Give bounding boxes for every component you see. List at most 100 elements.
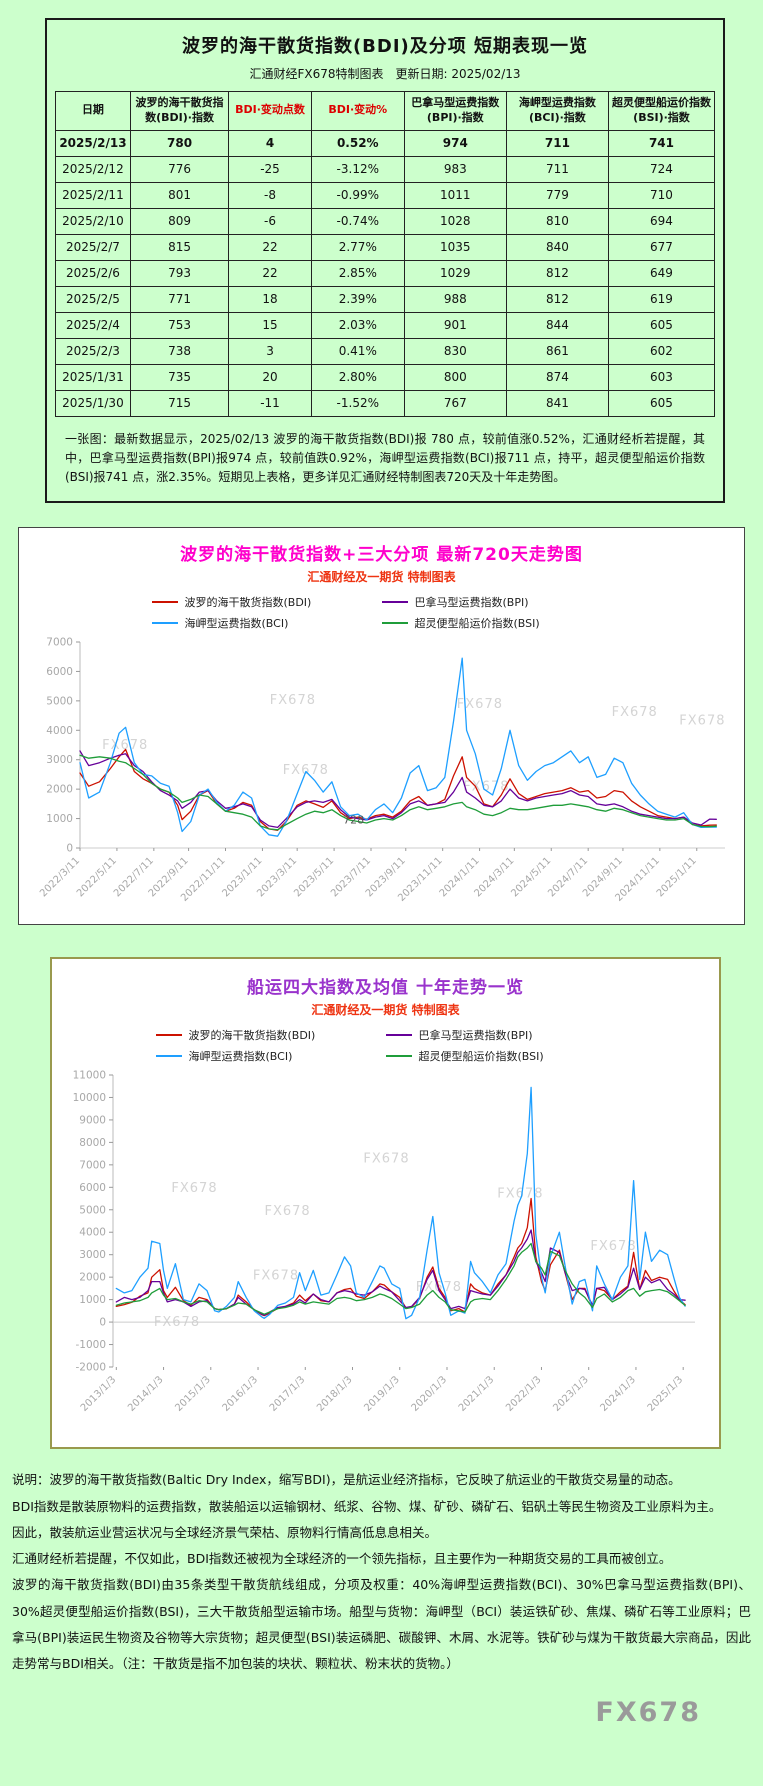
table-row: 2025/2/6 793 22 2.85% 1029 812 649: [55, 259, 716, 287]
legend-label: 超灵便型船运价指数(BSI): [414, 617, 540, 631]
table-cell: 18: [228, 285, 312, 313]
table-cell: 779: [505, 181, 609, 209]
table-cell: -3.12%: [310, 155, 405, 183]
table-cell: -0.74%: [310, 207, 405, 235]
chart-10y-title: 船运四大指数及均值 十年走势一览: [247, 978, 524, 999]
description-line: 说明：波罗的海干散货指数(Baltic Dry Index，缩写BDI)，是航运…: [12, 1472, 681, 1488]
table-cell: 602: [607, 337, 716, 365]
table-cell: -0.99%: [310, 181, 405, 209]
legend-swatch: [385, 1055, 412, 1058]
chart-watermark: FX678: [252, 1269, 298, 1284]
y-tick-label: 8000: [79, 1137, 106, 1149]
legend-label: 海岬型运费指数(BCI): [184, 617, 289, 631]
table-cell: 738: [129, 337, 230, 365]
table-cell: 812: [505, 259, 609, 287]
y-tick-label: 2000: [79, 1272, 106, 1284]
table-cell: -25: [228, 155, 312, 183]
legend-item: 超灵便型船运价指数(BSI): [381, 615, 612, 631]
chart-10year-panel: 船运四大指数及均值 十年走势一览 汇通财经及一期货 特制图表 波罗的海干散货指数…: [50, 957, 721, 1450]
table-cell: 767: [403, 389, 507, 417]
table-cell: 15: [228, 311, 312, 339]
x-tick-label: 2024/1/3: [598, 1375, 638, 1415]
table-cell: 677: [607, 233, 716, 261]
legend-label: 海岬型运费指数(BCI): [188, 1050, 293, 1064]
table-cell: 20: [228, 363, 312, 391]
table-cell: 2025/2/13: [55, 129, 131, 157]
table-cell: 780: [129, 129, 230, 157]
table-row: 2025/2/12 776 -25 -3.12% 983 711 724: [55, 155, 716, 183]
header-row: 日期 波罗的海干散货指数(BDI)·指数 BDI·变动点数 BDI·变动% 巴拿马型运费…: [55, 91, 716, 131]
table-cell: 830: [403, 337, 507, 365]
series-line: [79, 749, 717, 832]
chart-watermark: FX678: [102, 738, 148, 753]
table-cell: 809: [129, 207, 230, 235]
table-cell: 22: [228, 233, 312, 261]
y-tick-label: 0: [66, 843, 73, 855]
table-cell: -6: [228, 207, 312, 235]
bdi-index-table: 日期 波罗的海干散货指数(BDI)·指数 BDI·变动点数 BDI·变动% 巴拿马型运费…: [55, 91, 716, 417]
legend-item: 海岬型运费指数(BCI): [155, 1048, 386, 1064]
table-cell: 711: [505, 155, 609, 183]
chart-watermark: FX678: [264, 1204, 310, 1219]
y-tick-label: 7000: [79, 1160, 106, 1172]
series-line: [79, 657, 717, 838]
table-cell: 741: [607, 129, 716, 157]
y-tick-label: 10000: [72, 1092, 105, 1104]
table-cell: 810: [505, 207, 609, 235]
table-header: 日期 波罗的海干散货指数(BDI)·指数 BDI·变动点数 BDI·变动% 巴拿马型运费…: [55, 91, 716, 131]
table-cell: 2025/2/3: [55, 337, 131, 365]
column-header: BDI·变动点数: [228, 91, 312, 131]
y-tick-label: 11000: [72, 1070, 105, 1082]
fx678-brand-logo: FX678: [595, 1697, 701, 1729]
series-line: [79, 754, 717, 831]
trend-chart-10year: FX678FX678FX678FX678FX678FX678FX678FX678…: [72, 1070, 695, 1415]
table-cell: 1011: [403, 181, 507, 209]
x-tick-label: 2023/1/3: [551, 1375, 591, 1415]
table-cell: 1035: [403, 233, 507, 261]
legend-swatch: [381, 601, 408, 604]
table-cell: 715: [129, 389, 230, 417]
table-title: 波罗的海干散货指数(BDI)及分项 短期表现一览: [181, 36, 589, 57]
y-tick-label: 3000: [46, 754, 73, 766]
table-cell: 2.77%: [310, 233, 405, 261]
table-cell: 844: [505, 311, 609, 339]
table-cell: 753: [129, 311, 230, 339]
x-tick-label: 2014/1/3: [126, 1375, 166, 1415]
table-cell: 2.85%: [310, 259, 405, 287]
chart-watermark: FX678: [497, 1187, 543, 1202]
y-tick-label: 1000: [79, 1294, 106, 1306]
column-header: 巴拿马型运费指数(BPI)·指数: [403, 91, 507, 131]
y-tick-label: 4000: [79, 1227, 106, 1239]
table-row: 2025/2/11 801 -8 -0.99% 1011 779 710: [55, 181, 716, 209]
series-line: [115, 1198, 686, 1317]
legend-label: 巴拿马型运费指数(BPI): [418, 1029, 533, 1043]
chart-720-title: 波罗的海干散货指数+三大分项 最新720天走势图: [180, 545, 583, 566]
legend-swatch: [155, 1055, 182, 1058]
table-note: 一张图：最新数据显示，2025/02/13 波罗的海干散货指数(BDI)报 78…: [65, 431, 705, 485]
table-row: 2025/2/4 753 15 2.03% 901 844 605: [55, 311, 716, 339]
table-cell: 2025/2/12: [55, 155, 131, 183]
table-cell: 619: [607, 285, 716, 313]
y-tick-label: 7000: [46, 637, 73, 649]
table-cell: -1.52%: [310, 389, 405, 417]
chart-720day-panel: 波罗的海干散货指数+三大分项 最新720天走势图 汇通财经及一期货 特制图表 波…: [18, 527, 745, 926]
y-tick-label: 3000: [79, 1249, 106, 1261]
legend-item: 波罗的海干散货指数(BDI): [151, 594, 382, 610]
legend-swatch: [155, 1034, 182, 1037]
chart-10y-subtitle: 汇通财经及一期货 特制图表: [311, 1003, 460, 1018]
legend-item: 波罗的海干散货指数(BDI): [155, 1027, 386, 1043]
y-tick-label: 6000: [79, 1182, 106, 1194]
table-cell: 2025/2/7: [55, 233, 131, 261]
chart-watermark: FX678: [270, 693, 316, 708]
table-cell: 841: [505, 389, 609, 417]
chart-watermark: FX678: [153, 1315, 199, 1330]
table-cell: 988: [403, 285, 507, 313]
series-line: [115, 1086, 686, 1320]
y-tick-label: -2000: [75, 1362, 106, 1374]
x-tick-label: 2018/1/3: [315, 1375, 355, 1415]
table-cell: 771: [129, 285, 230, 313]
table-cell: 776: [129, 155, 230, 183]
x-tick-label: 2013/1/3: [78, 1375, 118, 1415]
y-tick-label: 9000: [79, 1115, 106, 1127]
x-tick-label: 2019/1/3: [362, 1375, 402, 1415]
